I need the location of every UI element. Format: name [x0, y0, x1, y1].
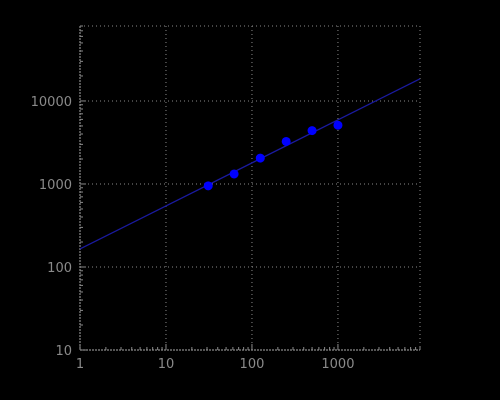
x-tick-label: 1000	[321, 357, 354, 372]
data-point	[229, 169, 239, 179]
data-point	[203, 181, 213, 191]
y-tick-label: 10000	[31, 95, 72, 110]
y-tick-label: 100	[47, 261, 72, 276]
data-point	[333, 120, 343, 130]
x-tick-label: 1	[76, 357, 84, 372]
grid-lines	[80, 25, 421, 350]
x-tick-label: 10	[158, 357, 175, 372]
data-point	[255, 153, 265, 163]
y-tick-label: 10	[55, 344, 72, 359]
data-point	[281, 136, 291, 146]
y-tick-label: 1000	[39, 178, 72, 193]
plot-area	[79, 78, 421, 250]
series-line	[79, 78, 421, 250]
x-tick-label: 100	[240, 357, 265, 372]
data-point	[307, 126, 317, 136]
tick-labels: 1 10 100 1000 10 100 1000 10000	[31, 95, 355, 372]
axes	[79, 25, 421, 351]
